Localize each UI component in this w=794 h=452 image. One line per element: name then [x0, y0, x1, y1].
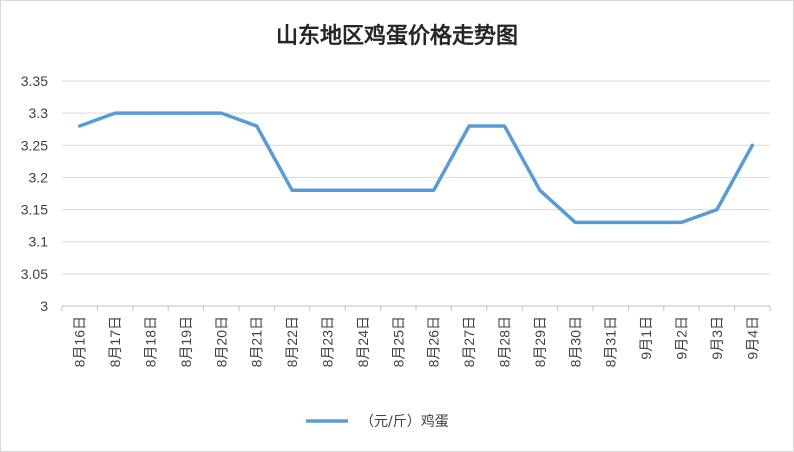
data-point [715, 208, 719, 212]
data-point [396, 188, 400, 192]
data-point [219, 111, 223, 115]
y-axis-ticks: 3 3.05 3.1 3.15 3.2 3.25 3.3 3.35 [21, 73, 48, 314]
x-tick-label: 8月24日 [355, 316, 371, 367]
x-tick-label: 8月18日 [143, 316, 159, 367]
y-tick-label: 3 [40, 298, 48, 314]
x-axis [61, 305, 771, 311]
data-point [573, 220, 577, 224]
x-tick-label: 8月27日 [461, 316, 477, 367]
legend-label: （元/斤）鸡蛋 [360, 413, 449, 430]
data-point [326, 188, 329, 192]
series-line [77, 111, 755, 225]
x-tick-label: 8月19日 [178, 316, 194, 367]
x-tick-label: 9月3日 [709, 316, 725, 360]
y-tick-label: 3.1 [29, 234, 49, 250]
x-tick-label: 8月30日 [567, 316, 583, 367]
x-tick-label: 8月17日 [107, 316, 123, 367]
data-point [503, 124, 506, 128]
x-tick-label: 8月26日 [426, 316, 442, 367]
data-point [644, 220, 648, 224]
y-tick-label: 3.05 [21, 266, 48, 282]
y-tick-label: 3.2 [29, 169, 49, 185]
data-point [255, 124, 259, 128]
x-tick-label: 8月25日 [390, 316, 406, 367]
data-point [750, 143, 754, 147]
y-tick-label: 3.35 [21, 73, 48, 89]
x-tick-label: 9月2日 [674, 316, 690, 360]
y-tick-label: 3.25 [21, 137, 48, 153]
series-group [77, 111, 755, 225]
gridlines [62, 80, 770, 275]
data-point [149, 111, 152, 115]
chart-title: 山东地区鸡蛋价格走势图 [275, 24, 518, 49]
x-tick-label: 8月16日 [72, 316, 88, 367]
x-tick-label: 9月4日 [744, 316, 760, 360]
x-tick-label: 8月28日 [497, 316, 513, 367]
x-tick-label: 8月31日 [603, 316, 619, 367]
x-tick-label: 8月22日 [284, 316, 300, 367]
data-point [538, 188, 542, 192]
legend: （元/斤）鸡蛋 [306, 413, 449, 430]
data-point [467, 124, 471, 128]
data-point [113, 111, 117, 115]
x-tick-label: 8月21日 [249, 316, 265, 367]
y-tick-label: 3.15 [21, 202, 48, 218]
data-point [680, 220, 683, 224]
data-point [78, 124, 82, 128]
data-point [184, 111, 188, 115]
x-tick-label: 9月1日 [638, 316, 654, 360]
x-tick-label: 8月29日 [532, 316, 548, 367]
x-tick-label: 8月23日 [320, 316, 336, 367]
y-tick-label: 3.3 [29, 105, 49, 121]
data-point [361, 188, 365, 192]
x-tick-label: 8月20日 [213, 316, 229, 367]
data-point [609, 220, 613, 224]
x-axis-ticks: 8月16日 8月17日 8月18日 8月19日 8月20日 8月21日 8月22日 8月23日… [72, 316, 761, 367]
data-point [432, 188, 436, 192]
data-point [290, 188, 294, 192]
